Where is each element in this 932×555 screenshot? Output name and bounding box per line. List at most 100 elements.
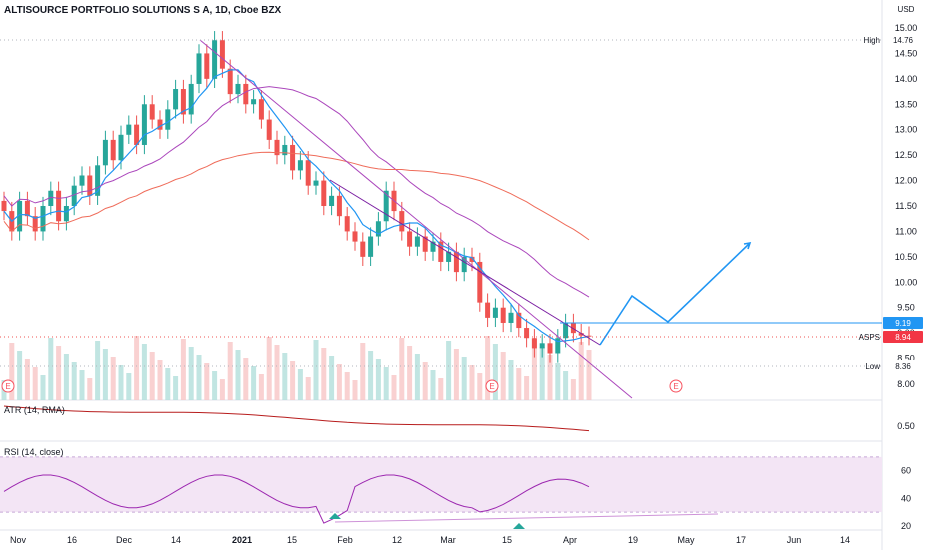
candle-body bbox=[290, 144, 296, 171]
candle-body bbox=[453, 251, 459, 273]
candle-body bbox=[56, 190, 62, 222]
x-tick-label: May bbox=[677, 535, 695, 545]
volume-bar bbox=[422, 362, 428, 400]
volume-bar bbox=[555, 363, 561, 400]
candle-body bbox=[71, 185, 77, 206]
candle-body bbox=[547, 343, 553, 354]
candle-body bbox=[227, 68, 233, 95]
earnings-label: E bbox=[5, 382, 10, 391]
candle-body bbox=[251, 99, 257, 105]
candle-body bbox=[469, 256, 475, 262]
last-tag-value: 8.94 bbox=[895, 333, 911, 342]
ema-fast-line bbox=[3, 69, 590, 343]
x-tick-label: Jun bbox=[787, 535, 802, 545]
volume-bar bbox=[461, 357, 467, 400]
volume-bar bbox=[508, 360, 514, 400]
currency-label: USD bbox=[898, 5, 915, 14]
candle-body bbox=[212, 40, 218, 79]
volume-bar bbox=[227, 342, 233, 400]
volume-bar bbox=[24, 359, 30, 400]
rsi-y-tick: 60 bbox=[901, 466, 911, 476]
volume-bar bbox=[329, 356, 335, 400]
candle-body bbox=[204, 53, 210, 79]
ma-slow-line bbox=[3, 151, 590, 241]
x-tick-label: Mar bbox=[440, 535, 456, 545]
level-tag-bg bbox=[883, 317, 923, 329]
candle-body bbox=[235, 83, 241, 95]
volume-bar bbox=[204, 363, 210, 400]
candle-body bbox=[344, 216, 350, 232]
candle-body bbox=[446, 251, 452, 262]
volume-bar bbox=[524, 376, 530, 400]
rsi-divergence-line bbox=[334, 513, 719, 523]
candle-body bbox=[165, 109, 171, 130]
volume-bar bbox=[102, 349, 108, 400]
volume-bar bbox=[188, 347, 194, 400]
atr-y-tick: 0.50 bbox=[897, 421, 915, 431]
candle-body bbox=[32, 216, 38, 232]
candle-body bbox=[461, 256, 467, 273]
rsi-signal-icon bbox=[329, 513, 341, 519]
candle-body bbox=[63, 206, 69, 222]
volume-bar bbox=[352, 380, 358, 400]
candle-body bbox=[1, 200, 7, 212]
volume-bar bbox=[344, 372, 350, 400]
high-tag-text: High bbox=[864, 36, 880, 45]
volume-bar bbox=[173, 376, 179, 400]
candle-body bbox=[586, 335, 592, 337]
candle-body bbox=[134, 124, 140, 145]
x-tick-label: 12 bbox=[392, 535, 402, 545]
volume-bar bbox=[157, 360, 163, 400]
chart-title: ALTISOURCE PORTFOLIO SOLUTIONS S A, 1D, … bbox=[4, 5, 282, 16]
y-tick-label: 11.00 bbox=[895, 226, 917, 236]
x-tick-label: 14 bbox=[171, 535, 181, 545]
volume-bar bbox=[149, 352, 155, 400]
candle-body bbox=[157, 119, 163, 130]
volume-bar bbox=[414, 354, 420, 400]
volume-bar bbox=[531, 339, 537, 400]
volume-bar bbox=[56, 346, 62, 400]
x-tick-label: Feb bbox=[337, 535, 353, 545]
high-tag-bg bbox=[883, 34, 923, 46]
volume-bar bbox=[430, 370, 436, 400]
volume-bar bbox=[180, 339, 186, 400]
y-tick-label: 13.00 bbox=[895, 125, 918, 135]
rsi-label[interactable]: RSI (14, close) bbox=[4, 447, 64, 457]
volume-bar bbox=[516, 368, 522, 400]
volume-bar bbox=[290, 361, 296, 400]
candle-body bbox=[313, 180, 319, 186]
volume-bar bbox=[17, 351, 23, 400]
x-tick-label: 15 bbox=[502, 535, 512, 545]
rsi-y-tick: 20 bbox=[901, 521, 911, 531]
volume-bar bbox=[71, 362, 77, 400]
volume-bar bbox=[305, 377, 311, 400]
candle-body bbox=[383, 190, 389, 222]
rsi-signal-icon bbox=[513, 523, 525, 529]
volume-bar bbox=[141, 344, 147, 400]
trend-line bbox=[329, 179, 601, 346]
volume-bar bbox=[274, 345, 280, 400]
candle-body bbox=[24, 200, 30, 217]
x-tick-label: 19 bbox=[628, 535, 638, 545]
candle-body bbox=[500, 307, 506, 323]
last-tag-bg bbox=[883, 331, 923, 343]
candle-body bbox=[321, 180, 327, 206]
y-tick-label: 11.50 bbox=[895, 201, 917, 211]
y-tick-label: 13.50 bbox=[895, 99, 918, 109]
candle-body bbox=[282, 144, 288, 156]
volume-bar bbox=[578, 342, 584, 400]
candle-body bbox=[126, 124, 132, 135]
volume-bar bbox=[266, 337, 272, 400]
volume-bar bbox=[407, 346, 413, 400]
volume-bar bbox=[243, 358, 249, 400]
volume-bar bbox=[446, 341, 452, 400]
volume-bar bbox=[79, 370, 85, 400]
volume-bar bbox=[336, 364, 342, 400]
atr-label[interactable]: ATR (14, RMA) bbox=[4, 405, 65, 415]
y-tick-label: 12.50 bbox=[895, 150, 918, 160]
candle-body bbox=[422, 236, 428, 252]
x-tick-label: 17 bbox=[736, 535, 746, 545]
candle-body bbox=[141, 104, 147, 145]
